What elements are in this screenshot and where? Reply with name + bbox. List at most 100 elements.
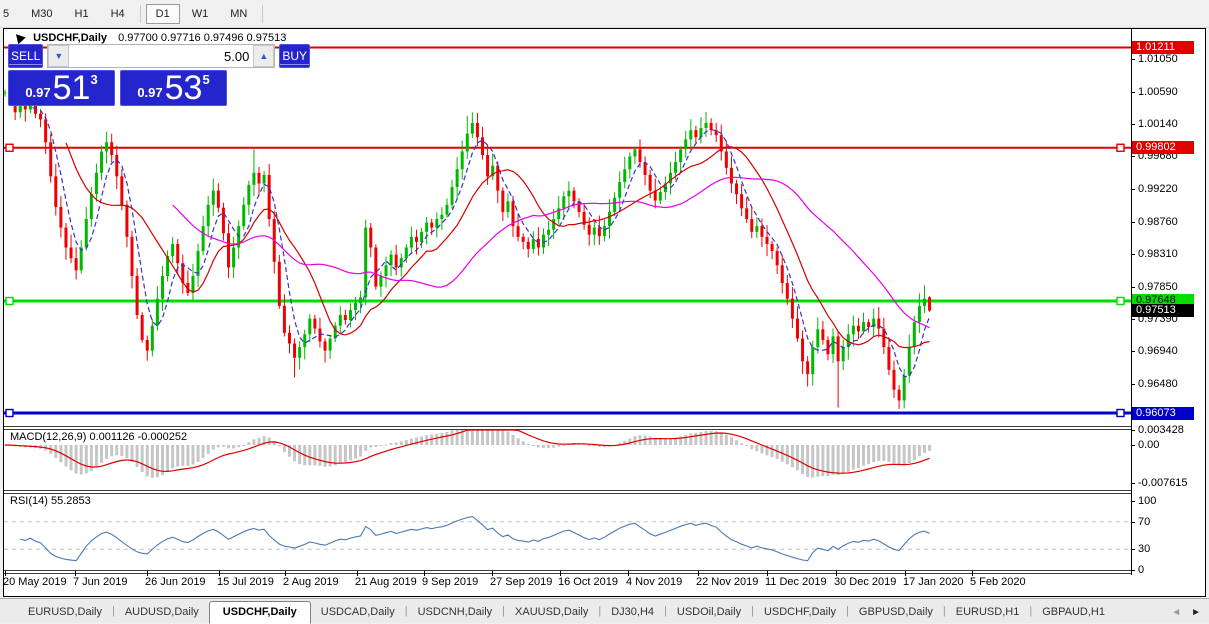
rsi-axis-tick-label: 30 bbox=[1138, 543, 1151, 556]
macd-indicator-label: MACD(12,26,9) 0.001126 -0.000252 bbox=[10, 431, 188, 443]
pane-separator[interactable] bbox=[4, 490, 1131, 494]
price-axis-tick bbox=[1131, 189, 1135, 191]
macd-axis-tick bbox=[1131, 445, 1135, 446]
rsi-pane-plot[interactable] bbox=[4, 493, 1131, 570]
time-axis-label: 9 Sep 2019 bbox=[422, 576, 479, 588]
time-axis-label: 4 Nov 2019 bbox=[626, 576, 683, 588]
hline-handle[interactable] bbox=[5, 408, 14, 418]
time-axis-tick bbox=[972, 571, 973, 576]
timeframe-button-w1[interactable]: W1 bbox=[191, 7, 209, 20]
chart-tab-usdchf-daily[interactable]: USDCHF,Daily bbox=[763, 606, 837, 618]
time-axis-tick bbox=[357, 571, 358, 576]
oct-toggle-arrow-icon[interactable] bbox=[12, 30, 26, 45]
macd-axis-tick-label: -0.007615 bbox=[1138, 477, 1188, 490]
timeframe-toolbar: 5 M30 H1 H4 D1 W1 MN bbox=[0, 0, 1209, 28]
time-axis-label: 7 Jun 2019 bbox=[73, 576, 128, 588]
price-axis-tick-label: 1.00140 bbox=[1138, 117, 1178, 130]
time-axis-tick bbox=[628, 571, 629, 576]
chart-tab-gbpusd-daily[interactable]: GBPUSD,Daily bbox=[858, 606, 933, 618]
price-axis-tick bbox=[1131, 156, 1135, 158]
timeframe-button-h1[interactable]: H1 bbox=[74, 7, 89, 20]
ma-medium bbox=[65, 142, 930, 349]
time-axis-tick bbox=[75, 571, 76, 576]
time-axis-label: 21 Aug 2019 bbox=[355, 576, 417, 588]
price-axis-tick bbox=[1131, 123, 1135, 125]
price-axis-tick-label: 0.96480 bbox=[1138, 378, 1178, 391]
pane-separator[interactable] bbox=[4, 426, 1131, 430]
price-axis-tick bbox=[1131, 384, 1135, 386]
timeframe-button-d1[interactable]: D1 bbox=[145, 3, 180, 24]
time-axis-tick bbox=[836, 571, 837, 576]
time-axis-tick bbox=[905, 571, 906, 576]
chart-tab-audusd-daily[interactable]: AUDUSD,Daily bbox=[124, 606, 199, 618]
price-level-label: 0.99802 bbox=[1132, 141, 1194, 155]
current-price-label: 0.97513 bbox=[1132, 304, 1194, 318]
price-axis-tick bbox=[1131, 59, 1135, 60]
macd-axis-tick bbox=[1131, 430, 1135, 431]
time-axis-tick bbox=[147, 571, 148, 576]
hline-handle[interactable] bbox=[1116, 143, 1125, 152]
time-axis-label: 15 Jul 2019 bbox=[217, 576, 274, 588]
hline-handle[interactable] bbox=[1116, 296, 1125, 306]
rsi-indicator-label: RSI(14) 55.2853 bbox=[10, 495, 91, 507]
timeframe-button-h4[interactable]: H4 bbox=[110, 7, 125, 20]
volume-decrease-button[interactable]: ▼ bbox=[48, 45, 70, 67]
timeframe-button-5[interactable]: 5 bbox=[3, 7, 10, 20]
chart-tab-usdcnh-daily[interactable]: USDCNH,Daily bbox=[417, 606, 493, 618]
chart-tab-usdoil-daily[interactable]: USDOil,Daily bbox=[676, 606, 742, 618]
price-axis-tick bbox=[1131, 351, 1135, 353]
price-axis-border bbox=[1131, 29, 1132, 575]
timeframe-button-m30[interactable]: M30 bbox=[31, 7, 53, 20]
timeframe-button-mn[interactable]: MN bbox=[230, 7, 248, 20]
rsi-axis-tick-label: 100 bbox=[1138, 495, 1157, 507]
time-axis-tick bbox=[698, 571, 699, 576]
time-axis-label: 16 Oct 2019 bbox=[558, 576, 618, 588]
rsi-axis-tick-label: 0 bbox=[1138, 564, 1145, 576]
chart-tab-bar: EURUSD,Daily | AUDUSD,Daily USDCHF,Daily USD… bbox=[0, 598, 1209, 624]
price-axis-tick-label: 0.99220 bbox=[1138, 183, 1178, 196]
hline-handle[interactable] bbox=[5, 143, 14, 152]
time-axis-label: 26 Jun 2019 bbox=[145, 576, 206, 588]
macd-axis-tick-label: 0.00 bbox=[1138, 439, 1160, 451]
chart-tab-xauusd-daily[interactable]: XAUUSD,Daily bbox=[515, 606, 589, 618]
buy-price-display[interactable]: 0.97 53 5 bbox=[120, 70, 227, 106]
price-axis-tick-label: 0.98760 bbox=[1138, 215, 1178, 228]
tab-scroll-right-icon[interactable]: ► bbox=[1191, 607, 1201, 618]
chart-ohlc-values: 0.97700 0.97716 0.97496 0.97513 bbox=[118, 32, 287, 44]
price-axis-tick-label: 0.97850 bbox=[1138, 280, 1178, 293]
chart-tab-eurusd-h1[interactable]: EURUSD,H1 bbox=[955, 606, 1020, 618]
chart-tab-usdcad-daily[interactable]: USDCAD,Daily bbox=[320, 606, 395, 618]
sell-button[interactable]: SELL bbox=[8, 44, 44, 68]
time-axis-label: 20 May 2019 bbox=[3, 576, 67, 588]
one-click-trading-panel: SELL ▼ ▲ BUY 0.97 51 3 0.97 53 5 bbox=[8, 44, 311, 106]
tab-separator: | bbox=[111, 604, 115, 617]
chart-tab-gbpaud-h1[interactable]: GBPAUD,H1 bbox=[1042, 606, 1105, 618]
volume-increase-button[interactable]: ▲ bbox=[253, 45, 275, 67]
buy-button[interactable]: BUY bbox=[279, 44, 311, 68]
tab-separator: | bbox=[751, 604, 754, 617]
time-axis-tick bbox=[219, 571, 220, 576]
time-axis-label: 30 Dec 2019 bbox=[834, 576, 897, 588]
price-pane-plot[interactable] bbox=[4, 29, 1131, 426]
chart-tab-dj30-h4[interactable]: DJ30,H4 bbox=[611, 606, 655, 618]
toolbar-separator bbox=[262, 4, 264, 23]
macd-pane-plot[interactable] bbox=[4, 429, 1131, 490]
hline-handle[interactable] bbox=[1116, 408, 1125, 418]
hline-handle[interactable] bbox=[5, 296, 14, 306]
time-axis-label: 17 Jan 2020 bbox=[903, 576, 964, 588]
rsi-axis-tick bbox=[1131, 570, 1135, 571]
pane-separator[interactable] bbox=[4, 570, 1131, 574]
time-axis-label: 27 Sep 2019 bbox=[490, 576, 553, 588]
price-level-label: 1.01211 bbox=[1132, 41, 1194, 55]
chart-tab-eurusd-daily[interactable]: EURUSD,Daily bbox=[28, 606, 102, 618]
price-axis-tick bbox=[1131, 286, 1135, 288]
chart-window[interactable]: USDCHF,Daily 0.97700 0.97716 0.97496 0.9… bbox=[3, 28, 1206, 597]
sell-price-display[interactable]: 0.97 51 3 bbox=[8, 70, 115, 106]
macd-axis-tick-label: 0.003428 bbox=[1138, 424, 1184, 436]
price-axis-tick-label: 0.98310 bbox=[1138, 247, 1178, 260]
tab-scroll-left-icon[interactable]: ◄ bbox=[1171, 607, 1182, 618]
volume-input[interactable] bbox=[69, 45, 254, 67]
chart-tab-usdchf-daily[interactable]: USDCHF,Daily bbox=[208, 601, 311, 624]
time-axis-tick bbox=[560, 571, 561, 576]
